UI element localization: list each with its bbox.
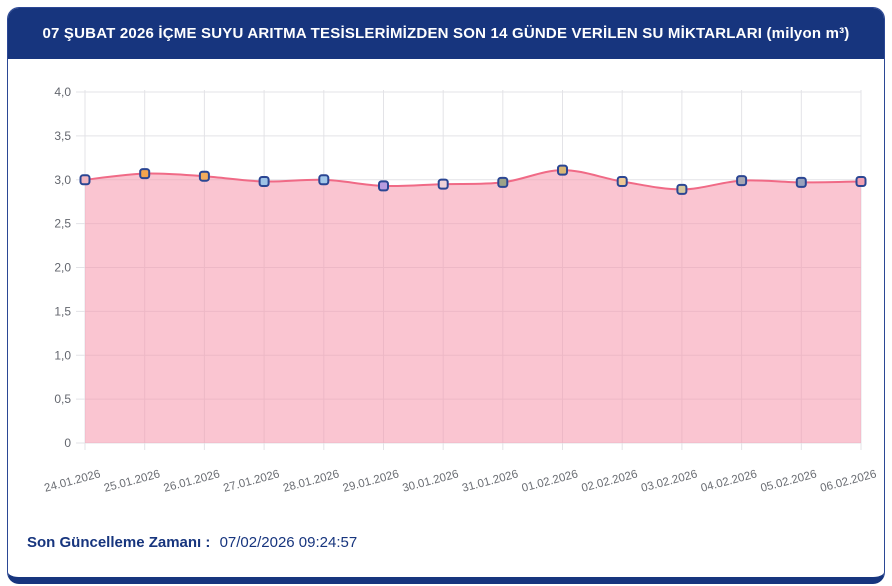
y-tick-label: 0,5 — [54, 392, 71, 406]
x-tick-label: 06.02.2026 — [819, 468, 878, 494]
chart-container: 0 0,5 1,0 1,5 2,0 2,5 3,0 3,5 4,0 24.01.2026 25.01… — [12, 71, 882, 501]
x-tick-label: 05.02.2026 — [759, 468, 818, 494]
last-update: Son Güncelleme Zamanı : 07/02/2026 09:24… — [27, 534, 357, 551]
x-tick-label: 28.01.2026 — [282, 468, 341, 494]
data-point-marker[interactable] — [258, 176, 270, 187]
x-tick-label: 27.01.2026 — [222, 468, 281, 494]
data-point-marker[interactable] — [795, 176, 807, 188]
y-tick-label: 4,0 — [54, 85, 71, 99]
y-tick-label: 0 — [64, 436, 71, 450]
header-bar: 07 ŞUBAT 2026 İÇME SUYU ARITMA TESİSLERİ… — [8, 8, 884, 59]
x-tick-label: 02.02.2026 — [580, 468, 639, 494]
data-point-marker[interactable] — [676, 183, 688, 195]
data-point-marker[interactable] — [378, 180, 389, 192]
x-tick-label: 24.01.2026 — [43, 468, 102, 494]
y-tick-label: 3,5 — [54, 129, 71, 143]
y-tick-label: 2,5 — [54, 217, 71, 231]
x-tick-label: 30.01.2026 — [401, 468, 460, 494]
area-fill — [85, 170, 861, 443]
y-tick-label: 3,0 — [54, 173, 71, 187]
x-tick-label: 26.01.2026 — [162, 468, 221, 494]
data-point-marker[interactable] — [497, 176, 509, 188]
water-supply-area-chart: 0 0,5 1,0 1,5 2,0 2,5 3,0 3,5 4,0 24.01.2026 25.01… — [43, 85, 878, 495]
data-point-marker[interactable] — [318, 174, 330, 186]
y-tick-label: 2,0 — [54, 261, 71, 275]
data-point-marker[interactable] — [557, 164, 568, 176]
data-point-marker[interactable] — [855, 176, 867, 187]
data-point-marker[interactable] — [139, 168, 151, 180]
x-tick-label: 04.02.2026 — [700, 468, 759, 494]
y-tick-label: 1,0 — [54, 348, 71, 362]
x-tick-label: 01.02.2026 — [521, 468, 580, 494]
page-title: 07 ŞUBAT 2026 İÇME SUYU ARITMA TESİSLERİ… — [42, 25, 850, 42]
data-point-marker[interactable] — [79, 174, 91, 186]
data-point-marker[interactable] — [616, 176, 628, 187]
x-tick-label: 29.01.2026 — [342, 468, 401, 494]
x-tick-label: 31.01.2026 — [461, 468, 520, 494]
x-tick-label: 25.01.2026 — [103, 468, 162, 494]
last-update-value: 07/02/2026 09:24:57 — [219, 534, 358, 551]
data-point-marker[interactable] — [736, 175, 748, 187]
x-tick-label: 03.02.2026 — [640, 468, 699, 494]
data-point-marker[interactable] — [437, 178, 449, 190]
y-tick-label: 1,5 — [54, 304, 71, 318]
data-point-marker[interactable] — [198, 170, 210, 182]
report-card: 07 ŞUBAT 2026 İÇME SUYU ARITMA TESİSLERİ… — [7, 7, 885, 584]
last-update-label: Son Güncelleme Zamanı : — [27, 534, 211, 551]
